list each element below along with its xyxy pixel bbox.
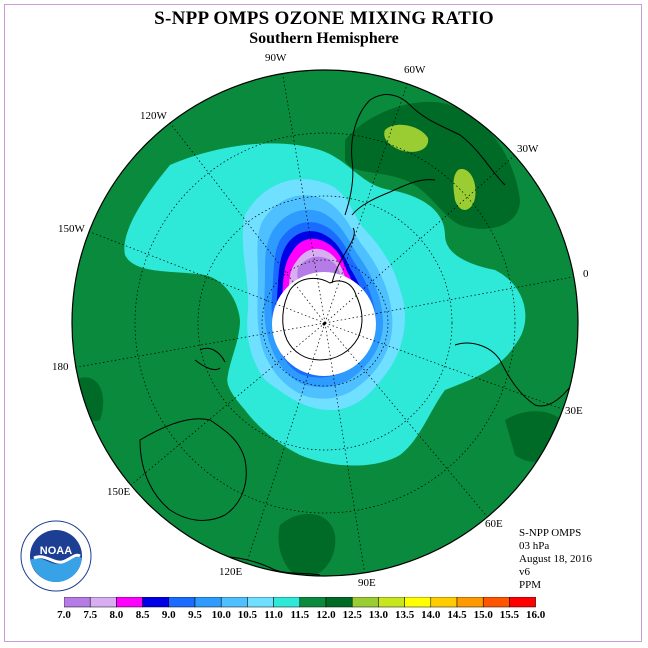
colorbar-swatch <box>325 597 353 608</box>
colorbar-swatch <box>220 597 248 608</box>
colorbar-tick-label: 16.0 <box>525 609 546 621</box>
colorbar-tick-label: 10.5 <box>237 609 258 621</box>
colorbar-tick-label: 11.0 <box>264 609 283 621</box>
field-12-5-b <box>453 169 476 210</box>
info-version: v6 <box>519 566 530 578</box>
antarctica-coast <box>282 277 363 361</box>
africa-coast <box>454 342 576 407</box>
colorbar-tick-label: 7.0 <box>57 609 71 621</box>
lon-label-120w: 120W <box>140 110 167 122</box>
colorbar-swatch <box>378 597 405 608</box>
colorbar-tick-label: 8.5 <box>135 609 150 621</box>
colorbar-tick-label: 12.0 <box>316 609 336 621</box>
info-instrument: S-NPP OMPS <box>519 527 582 539</box>
colorbar-swatch <box>482 597 510 608</box>
colorbar-tick-label: 14.5 <box>447 609 467 621</box>
colorbar-tick-label: 9.0 <box>161 609 176 621</box>
colorbar-tick-label: 9.5 <box>188 609 202 621</box>
colorbar-tick-label: 12.5 <box>342 609 362 621</box>
colorbar-swatch <box>456 597 484 608</box>
colorbar-tick-label: 15.5 <box>499 609 520 621</box>
map-title: S-NPP OMPS OZONE MIXING RATIO <box>154 8 494 29</box>
pole-dot <box>322 322 326 326</box>
colorbar-swatch <box>64 597 91 608</box>
lon-label-30e: 30E <box>565 405 583 417</box>
lon-label-120e: 120E <box>219 566 243 578</box>
colorbar-tick-label: 14.0 <box>421 609 441 621</box>
colorbar-swatch <box>247 597 274 608</box>
field-12-0-south <box>278 513 336 576</box>
info-level: 03 hPa <box>519 540 550 552</box>
colorbar-tick-label: 8.0 <box>109 609 124 621</box>
noaa-logo: NOAA <box>20 520 92 592</box>
colorbar-swatch <box>89 597 117 608</box>
lon-label-60e: 60E <box>485 518 503 530</box>
colorbar-swatch <box>509 597 536 608</box>
map-outline <box>71 69 579 577</box>
colorbar-tick-label: 7.5 <box>83 609 98 621</box>
field-12-5-a <box>384 124 429 152</box>
info-date: August 18, 2016 <box>519 553 593 565</box>
noaa-logo-text: NOAA <box>40 545 72 557</box>
colorbar-swatch <box>194 597 222 608</box>
lon-label-60w: 60W <box>404 64 426 76</box>
colorbar-swatch <box>116 597 143 608</box>
colorbar-tick-label: 11.5 <box>290 609 310 621</box>
lon-label-180: 180 <box>52 361 69 373</box>
figure-frame <box>4 4 642 642</box>
colorbar-swatch <box>351 597 379 608</box>
colorbar-tick-label: 15.0 <box>473 609 493 621</box>
south-america-east <box>351 179 436 216</box>
colorbar-swatch <box>142 597 170 608</box>
colorbar-swatch <box>273 597 301 608</box>
colorbar-tick-label: 13.0 <box>368 609 389 621</box>
new-zealand-north <box>199 347 226 363</box>
south-america-coast <box>344 94 506 216</box>
map-subtitle: Southern Hemisphere <box>249 30 399 47</box>
colorbar-swatch <box>299 597 327 608</box>
antarctic-peninsula <box>331 227 355 284</box>
graticule <box>72 70 578 576</box>
info-block: S-NPP OMPS 03 hPa August 18, 2016 v6 PPM <box>519 527 592 592</box>
lon-label-0: 0 <box>583 268 589 280</box>
colorbar-swatch <box>168 597 196 608</box>
colorbar-tick-label: 13.5 <box>394 609 415 621</box>
colorbar-swatch <box>430 597 458 608</box>
colorbar <box>64 597 536 608</box>
lon-label-30w: 30W <box>517 143 539 155</box>
colorbar-swatch <box>404 597 432 608</box>
lon-label-90w: 90W <box>265 52 287 64</box>
lon-label-90e: 90E <box>358 577 376 589</box>
lon-label-150w: 150W <box>58 223 85 235</box>
lon-label-150e: 150E <box>107 486 131 498</box>
australia-coast <box>139 418 247 521</box>
colorbar-tick-label: 10.0 <box>211 609 231 621</box>
info-units: PPM <box>519 579 542 591</box>
new-zealand-south <box>194 359 221 371</box>
